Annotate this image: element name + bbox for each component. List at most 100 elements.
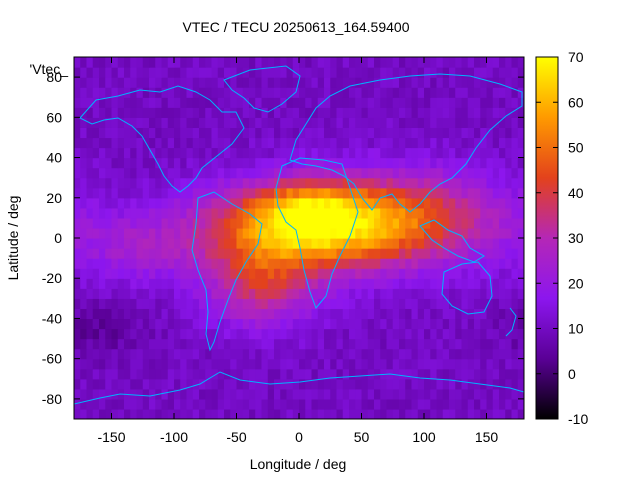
heatmap-cell [236,308,244,320]
heatmap-cell [111,227,119,239]
heatmap-cell [386,238,394,249]
heatmap-cell [355,227,363,239]
heatmap-cell [224,338,231,350]
heatmap-cell [80,308,88,320]
heatmap-cell [511,348,519,360]
heatmap-cell [211,227,219,239]
heatmap-cell [505,227,513,239]
heatmap-cell [292,368,300,380]
heatmap-cell [355,388,363,400]
heatmap-cell [317,258,325,269]
heatmap-cell [299,97,306,108]
heatmap-cell [74,248,81,259]
heatmap-cell [105,167,113,179]
heatmap-cell [367,187,375,199]
heatmap-cell [305,177,313,189]
heatmap-cell [230,408,238,419]
heatmap-cell [424,378,431,390]
heatmap-cell [286,268,294,279]
heatmap-cell [192,137,200,149]
heatmap-cell [399,197,406,209]
heatmap-cell [167,227,175,239]
heatmap-cell [230,217,238,229]
heatmap-cell [255,217,263,229]
heatmap-cell [486,278,494,289]
heatmap-cell [249,107,256,118]
heatmap-cell [205,197,213,209]
heatmap-cell [474,348,481,360]
heatmap-cell [211,248,219,259]
heatmap-cell [136,177,144,189]
heatmap-cell [286,217,294,229]
heatmap-cell [461,268,469,279]
heatmap-cell [217,268,225,279]
heatmap-cell [74,278,81,289]
heatmap-cell [499,408,506,419]
heatmap-cell [374,388,381,400]
heatmap-cell [99,378,106,390]
heatmap-cell [511,147,519,159]
coastline-new-zealand [505,307,517,337]
heatmap-cell [149,288,156,299]
heatmap-cell [499,217,506,229]
heatmap-cell [99,197,106,209]
heatmap-cell [199,187,206,199]
heatmap-cell [417,328,425,340]
heatmap-cell [80,227,88,239]
heatmap-cell [355,338,363,350]
heatmap-cell [274,217,281,229]
heatmap-cell [180,167,188,179]
heatmap-cell [392,157,400,169]
heatmap-cell [305,248,313,259]
heatmap-cell [342,57,350,68]
heatmap-cell [255,388,263,400]
heatmap-cell [405,308,413,320]
heatmap-cell [411,67,419,78]
heatmap-cell [461,87,469,98]
heatmap-cell [436,378,444,390]
heatmap-cell [205,57,213,68]
heatmap-cell [430,318,438,330]
heatmap-cell [349,87,356,98]
heatmap-cell [461,278,469,289]
heatmap-cell [517,67,524,78]
heatmap-cell [105,358,113,370]
heatmap-cell [111,137,119,149]
heatmap-cell [492,97,500,108]
heatmap-cell [367,408,375,419]
heatmap-cell [461,157,469,169]
heatmap-cell [305,378,313,390]
heatmap-cell [242,298,250,309]
heatmap-cell [317,157,325,169]
heatmap-cell [430,177,438,189]
heatmap-cell [230,268,238,279]
heatmap-cell [392,197,400,209]
heatmap-cell [267,117,275,128]
heatmap-cell [355,117,363,128]
heatmap-cell [111,187,119,199]
heatmap-cell [349,97,356,108]
heatmap-cell [511,207,519,219]
heatmap-cell [249,388,256,400]
heatmap-cell [336,217,344,229]
heatmap-cell [199,77,206,88]
heatmap-cell [105,197,113,209]
heatmap-cell [136,348,144,360]
heatmap-cell [255,248,263,259]
heatmap-cell [317,227,325,239]
heatmap-cell [186,117,194,128]
heatmap-cell [349,187,356,199]
heatmap-cell [167,368,175,380]
heatmap-cell [236,378,244,390]
heatmap-cell [405,187,413,199]
heatmap-cell [324,117,331,128]
heatmap-cell [117,157,125,169]
heatmap-cell [405,167,413,179]
heatmap-cell [186,358,194,370]
heatmap-cell [349,388,356,400]
heatmap-cell [124,258,131,269]
heatmap-cell [130,187,138,199]
heatmap-cell [467,348,475,360]
heatmap-cell [292,77,300,88]
heatmap-cell [386,57,394,68]
